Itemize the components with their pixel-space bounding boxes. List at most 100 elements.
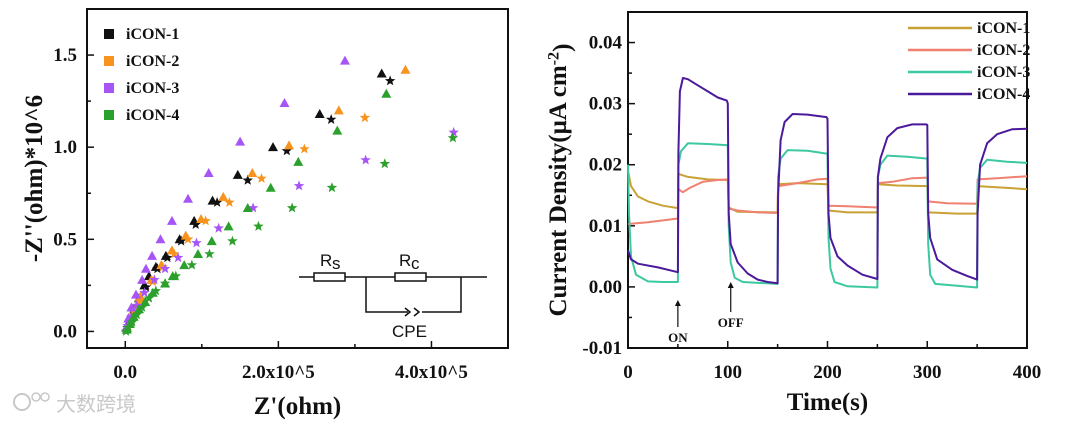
x-tick-label: 2.0x10^5 — [242, 362, 315, 383]
data-point-triangle — [284, 140, 295, 150]
data-point-star — [162, 252, 173, 263]
data-point-star — [170, 270, 181, 281]
data-point-triangle — [381, 88, 392, 98]
data-point-star — [131, 309, 142, 320]
data-point-star — [126, 316, 138, 327]
data-point-triangle — [242, 202, 253, 212]
x-tick-label: 400 — [1013, 362, 1042, 383]
data-point-triangle — [265, 182, 276, 192]
data-point-triangle — [147, 250, 158, 260]
data-point-star — [213, 222, 224, 233]
data-point-star — [143, 292, 155, 303]
data-point-star — [139, 287, 150, 298]
legend-label: iCON-4 — [126, 107, 179, 124]
data-point-star — [182, 233, 194, 244]
data-point-star — [211, 197, 223, 207]
data-point-star — [169, 248, 180, 259]
data-point-star — [159, 278, 171, 288]
y-tick-label: 0.01 — [589, 216, 622, 237]
x-tick-label: 200 — [813, 362, 842, 383]
data-point-star — [299, 143, 310, 154]
data-point-star — [224, 197, 235, 207]
x-tick-label: 0.0 — [113, 362, 137, 383]
data-point-triangle — [140, 263, 151, 273]
data-point-star — [256, 173, 267, 183]
y-tick-label: 0.04 — [589, 33, 623, 54]
data-point-triangle — [179, 260, 190, 270]
cpe-symbol — [404, 307, 412, 317]
data-point-star — [326, 182, 338, 193]
y-tick-label: 0.02 — [589, 155, 622, 176]
data-point-triangle — [206, 236, 217, 246]
circuit-wire — [365, 277, 408, 313]
y-axis-label: -Z''(ohm)*10^6 — [21, 95, 48, 262]
y-axis-label: Current Density(μA cm-2) — [545, 43, 576, 316]
legend-label: iCON-3 — [977, 64, 1030, 81]
x-tick-label: 300 — [913, 362, 942, 383]
nyquist-plot: 0.0 0.5 1.0 1.5 0.0 2.0x10^5 4.0x10^5 Z'(ohm) -Z… — [21, 8, 509, 420]
resistor-rs — [313, 272, 346, 282]
data-point-triangle — [235, 136, 246, 146]
rc-label: R — [399, 251, 411, 270]
legend-swatch — [104, 83, 114, 93]
on-arrowhead — [674, 300, 681, 306]
x-axis-label: Z'(ohm) — [254, 393, 342, 420]
legend-label: iCON-1 — [977, 20, 1030, 37]
data-point-star — [293, 180, 305, 191]
data-point-triangle — [147, 287, 158, 297]
photocurrent-plot: -0.01 0.00 0.01 0.02 0.03 0.04 0 100 200 300 400 Ti… — [545, 11, 1042, 416]
legend-swatch — [104, 56, 114, 66]
data-point-triangle — [166, 215, 177, 225]
rs-subscript: s — [332, 254, 341, 273]
plot-frame — [86, 8, 509, 349]
data-point-star — [325, 114, 337, 124]
data-point-triangle — [137, 274, 148, 284]
data-point-star — [359, 112, 371, 123]
data-point-triangle — [128, 311, 139, 321]
series-iCON-3 — [121, 55, 459, 332]
data-point-star — [157, 261, 168, 272]
resistor-rc — [394, 272, 427, 282]
off-label: OFF — [718, 315, 744, 330]
series-line-iCON-4 — [627, 77, 1028, 285]
data-point-star — [149, 274, 160, 285]
watermark-text: 大数跨境 — [56, 392, 136, 416]
data-point-star — [175, 235, 187, 246]
legend-label: iCON-4 — [977, 86, 1030, 103]
data-point-star — [447, 132, 459, 143]
on-label: ON — [668, 330, 688, 345]
data-point-star — [200, 215, 211, 226]
data-point-star — [204, 248, 215, 259]
data-point-star — [247, 202, 259, 213]
data-point-star — [384, 75, 396, 86]
data-point-star — [191, 237, 202, 248]
rc-subscript: c — [411, 254, 420, 273]
data-point-star — [150, 285, 162, 296]
data-point-star — [131, 300, 142, 311]
data-point-triangle — [376, 68, 387, 78]
x-tick-label: 4.0x10^5 — [395, 362, 468, 383]
legend-label: iCON-2 — [977, 42, 1030, 59]
watermark-logo: 大数跨境 — [13, 392, 136, 416]
data-point-triangle — [232, 169, 243, 179]
data-point-star — [448, 126, 459, 137]
data-point-triangle — [203, 167, 214, 177]
data-point-triangle — [183, 193, 194, 203]
series-iCON-4 — [120, 88, 459, 336]
legend-swatch — [104, 110, 114, 120]
x-tick-label: 0 — [623, 362, 633, 383]
data-point-triangle — [268, 142, 279, 152]
legend-swatch — [104, 29, 114, 39]
series-iCON-2 — [121, 64, 411, 332]
data-point-star — [123, 322, 134, 333]
data-point-triangle — [130, 289, 141, 299]
data-point-triangle — [339, 55, 350, 65]
data-point-star — [227, 235, 238, 246]
x-axis-label: Time(s) — [787, 389, 868, 416]
rs-label: R — [320, 251, 332, 270]
data-point-triangle — [279, 97, 290, 107]
data-point-triangle — [247, 167, 258, 177]
data-point-star — [242, 174, 253, 185]
